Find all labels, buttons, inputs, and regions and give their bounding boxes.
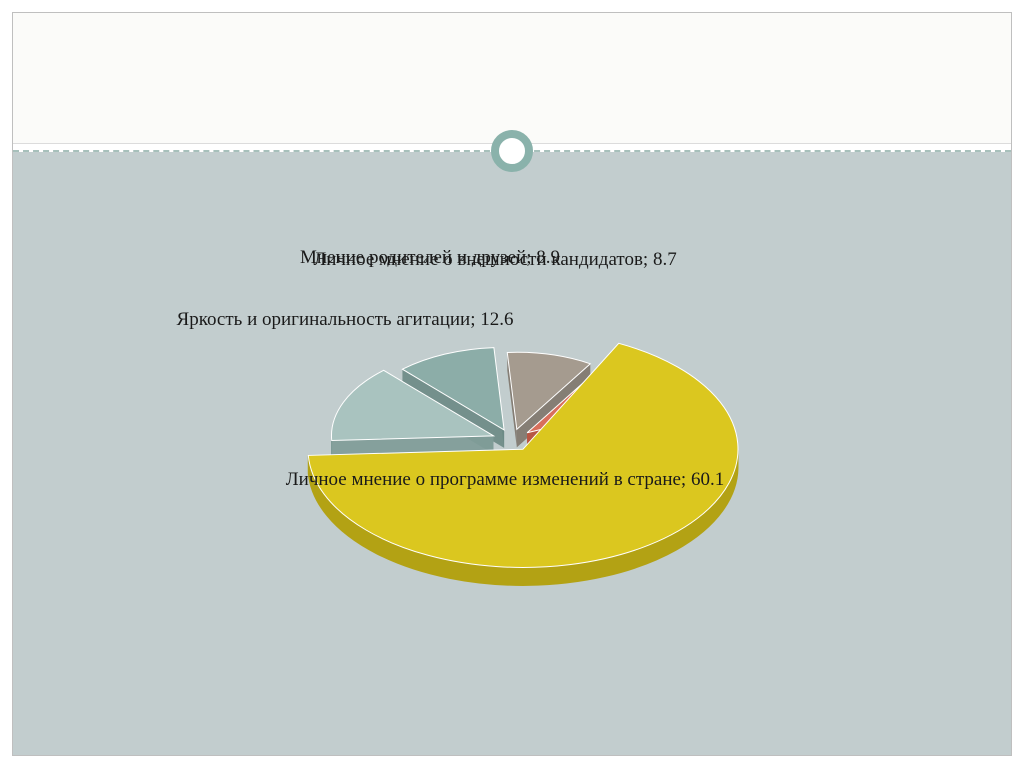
ring-icon xyxy=(491,130,533,172)
body-background xyxy=(13,152,1011,755)
slice-label: Мнение родителей и друзей; 8.9 xyxy=(300,247,560,269)
header-strip xyxy=(13,13,1011,144)
slice-label: Яркость и оригинальность агитации; 12.6 xyxy=(177,309,514,331)
slice-label: Личное мнение о программе изменений в ст… xyxy=(286,469,724,491)
slide: Личное мнение о внешности кандидатов; 8.… xyxy=(0,0,1024,768)
